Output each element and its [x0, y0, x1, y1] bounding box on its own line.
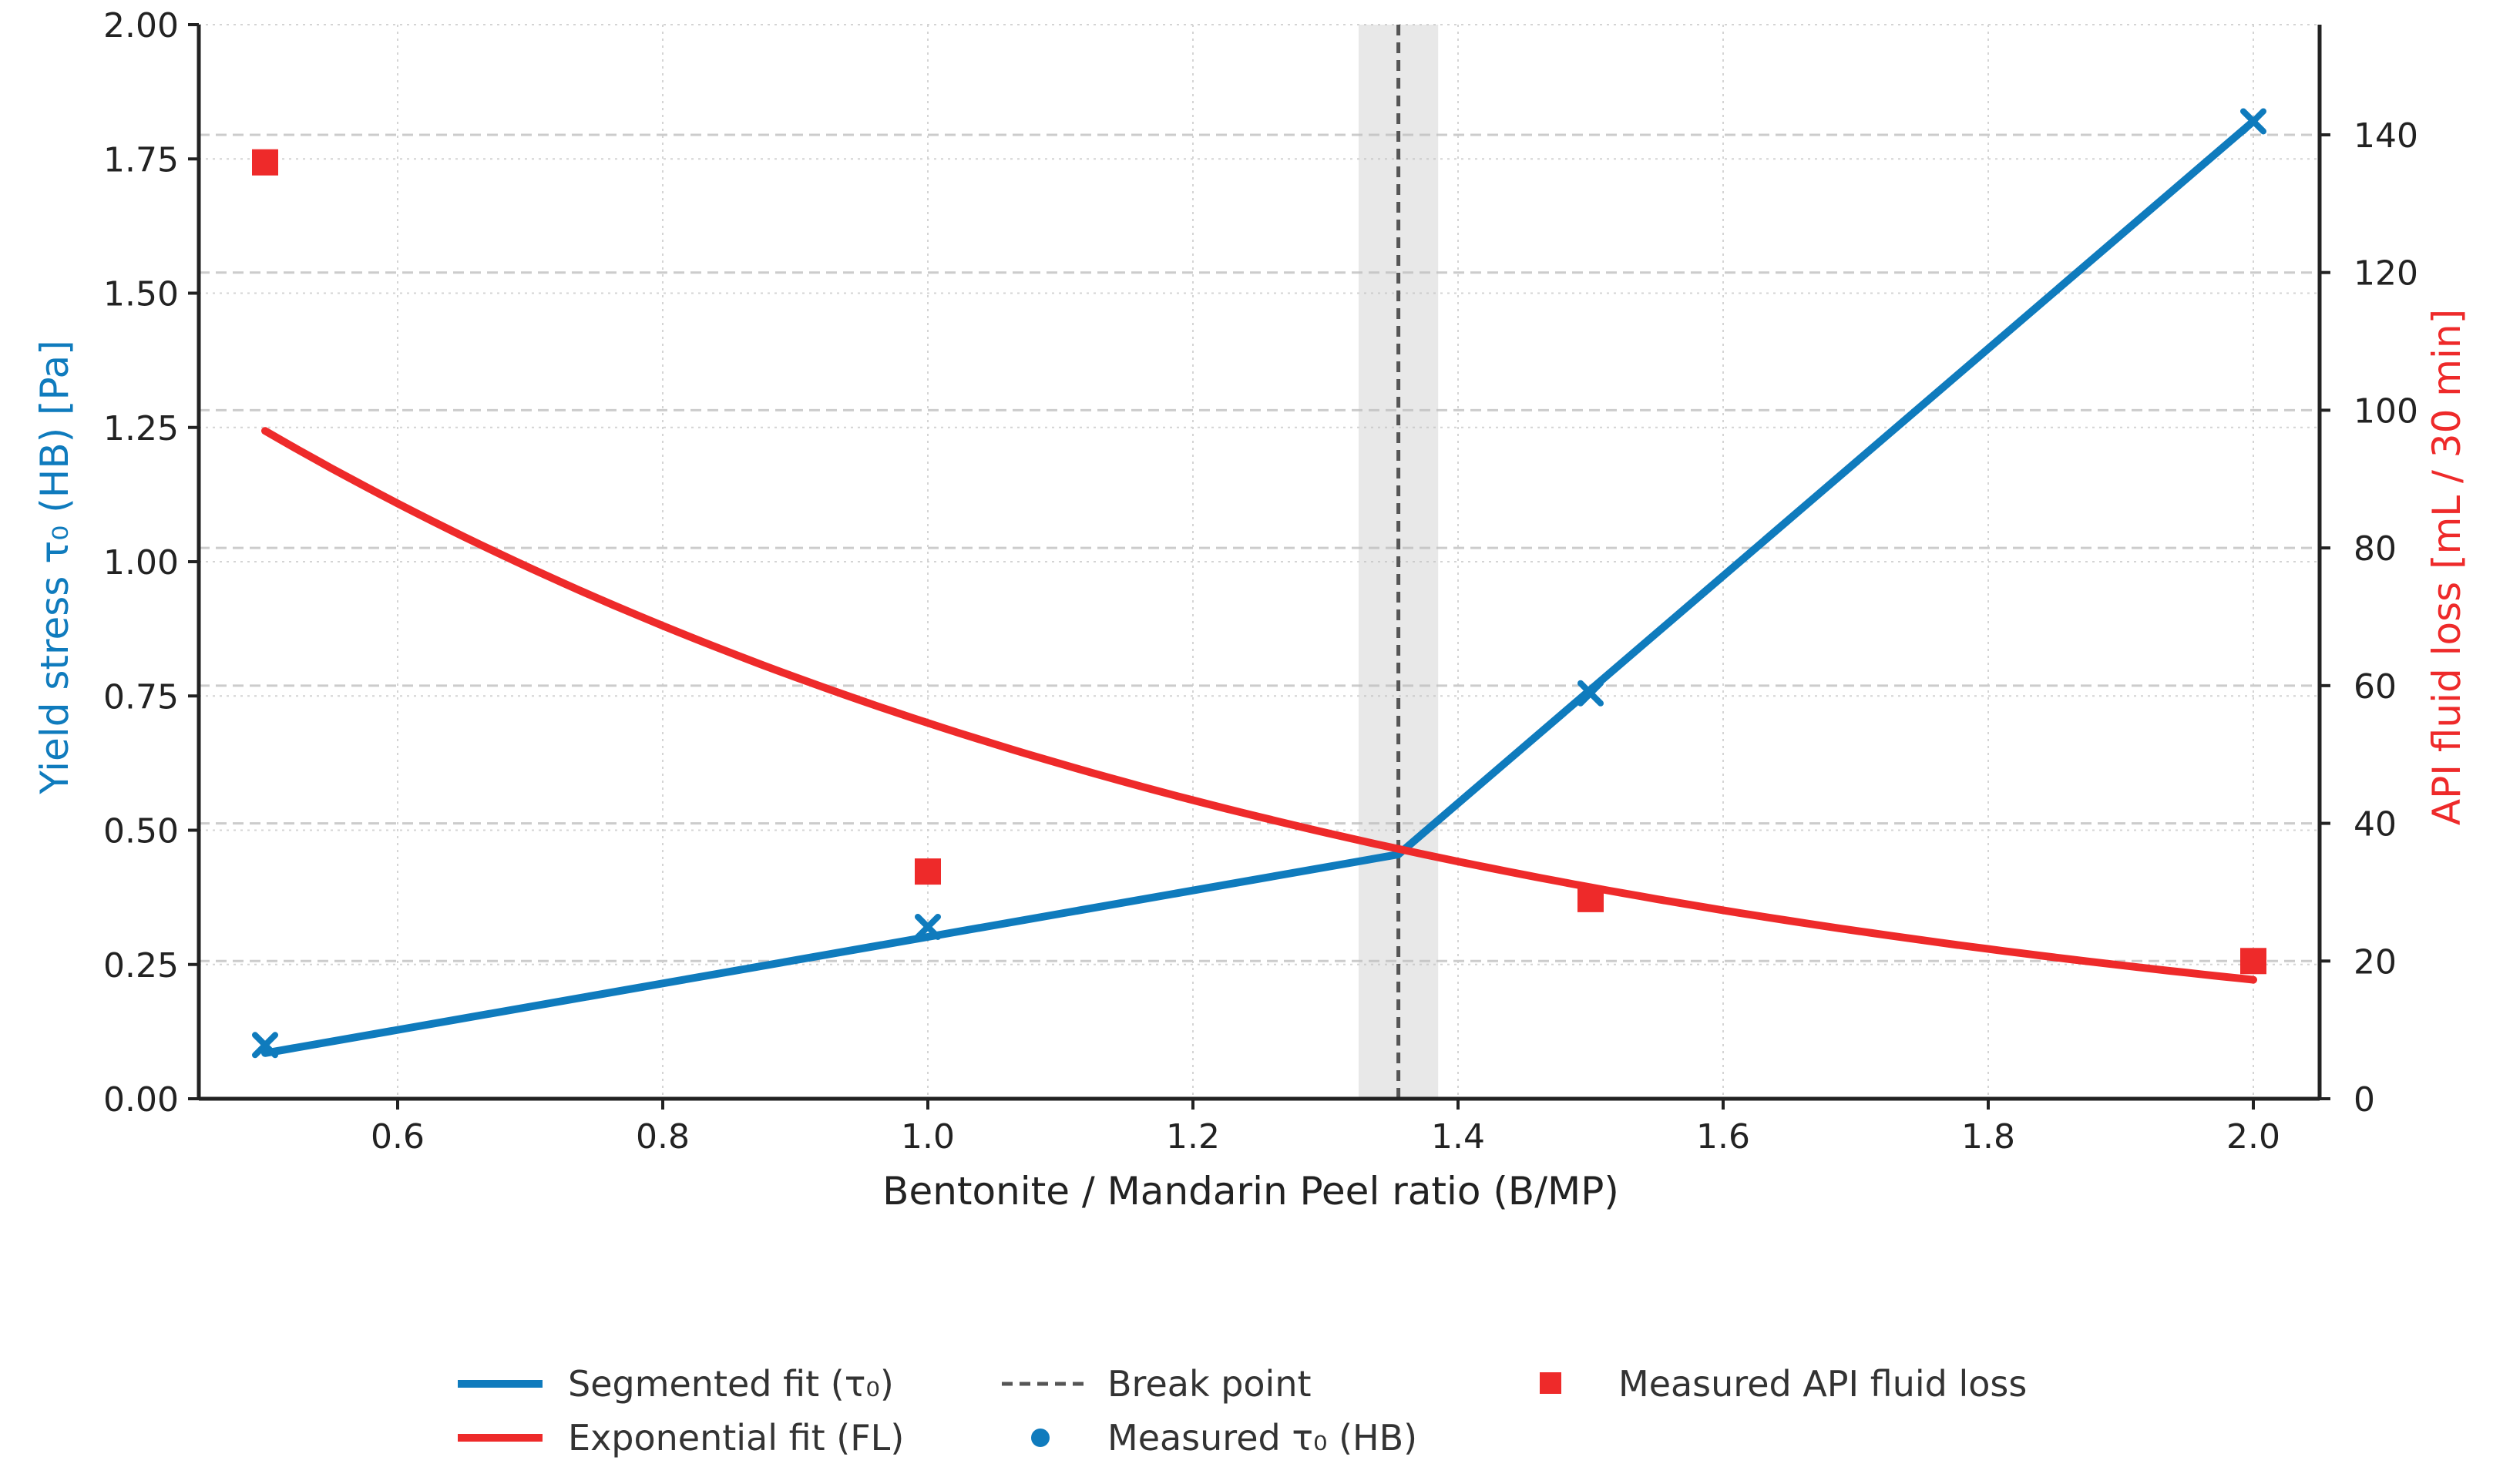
- y-right-tick-label-3: 60: [2354, 667, 2397, 707]
- y-left-tick-label-0: 0.00: [103, 1080, 179, 1120]
- y-left-tick-label-8: 2.00: [103, 6, 179, 45]
- y-right-tick-label-5: 100: [2354, 391, 2418, 431]
- x-tick-label-1: 0.8: [636, 1117, 690, 1157]
- y-left-tick-label-1: 0.25: [103, 946, 179, 985]
- x-tick-label-0: 0.6: [371, 1117, 425, 1157]
- measured-tau-point-3-stroke-b: [2240, 108, 2266, 135]
- legend-swatch-measured-fluid-loss: [1540, 1372, 1561, 1394]
- y-left-axis-label: Yield stress τ₀ (HB) [Pa]: [32, 340, 77, 794]
- legend-label-measured-fluid-loss: Measured API fluid loss: [1618, 1363, 2027, 1405]
- x-tick-label-5: 1.6: [1696, 1117, 1750, 1157]
- measured-tau-point-2: [1577, 680, 1604, 707]
- y-left-tick-label-4: 1.00: [103, 543, 179, 583]
- legend-swatch-measured-tau: [1031, 1429, 1050, 1447]
- y-right-tick-label-6: 120: [2354, 254, 2418, 294]
- y-right-axis-label: API fluid loss [mL / 30 min]: [2424, 309, 2469, 825]
- break-band-layer: [1359, 25, 1439, 1099]
- y-left-tick-label-7: 1.75: [103, 140, 179, 180]
- measured-tau-point-1-stroke-b: [915, 913, 941, 940]
- y-left-tick-label-3: 0.75: [103, 677, 179, 717]
- x-tick-label-3: 1.2: [1166, 1117, 1220, 1157]
- x-axis-label: Bentonite / Mandarin Peel ratio (B/MP): [882, 1169, 1619, 1214]
- measured-tau-point-1: [915, 913, 941, 940]
- x-tick-label-4: 1.4: [1431, 1117, 1485, 1157]
- x-tick-label-6: 1.8: [1961, 1117, 2015, 1157]
- legend-label-exponential-fit: Exponential fit (FL): [568, 1417, 904, 1459]
- legend: Segmented fit (τ₀) Exponential fit (FL) …: [458, 1363, 2027, 1459]
- y-right-tick-label-4: 80: [2354, 529, 2397, 569]
- measured-tau-point-0-stroke-b: [252, 1032, 278, 1059]
- measured-tau-point-0: [252, 1032, 278, 1059]
- measured-tau-point-2-stroke-b: [1577, 680, 1604, 707]
- axes: 0.6 0.8 1.0 1.2 1.4 1.6 1.8 2.0 0.00 0.25 0.50 0.75…: [103, 6, 2418, 1157]
- series-segmented-fit-line: [261, 117, 2257, 1057]
- legend-label-measured-tau: Measured τ₀ (HB): [1107, 1417, 1417, 1459]
- grid: [199, 24, 2320, 1100]
- measured-fluid-loss-point-2: [1577, 885, 1604, 912]
- y-right-tick-label-1: 20: [2354, 942, 2397, 982]
- measured-tau-point-3: [2240, 108, 2266, 135]
- measured-fluid-loss-point-3: [2240, 948, 2266, 975]
- y-right-tick-label-0: 0: [2354, 1080, 2375, 1120]
- x-tick-label-7: 2.0: [2226, 1117, 2280, 1157]
- legend-label-break-point: Break point: [1107, 1363, 1312, 1405]
- x-tick-label-2: 1.0: [901, 1117, 955, 1157]
- y-left-tick-label-2: 0.50: [103, 812, 179, 851]
- measured-fluid-loss-point-1: [915, 858, 941, 885]
- y-left-tick-label-5: 1.25: [103, 409, 179, 448]
- y-right-tick-label-7: 140: [2354, 116, 2418, 156]
- legend-label-segmented-fit: Segmented fit (τ₀): [568, 1363, 894, 1405]
- series-exponential-fit-curve: [261, 427, 2257, 984]
- series-layer: [252, 108, 2266, 1059]
- y-left-tick-label-6: 1.50: [103, 275, 179, 314]
- measured-fluid-loss-point-0: [252, 149, 278, 176]
- y-right-tick-label-2: 40: [2354, 805, 2397, 844]
